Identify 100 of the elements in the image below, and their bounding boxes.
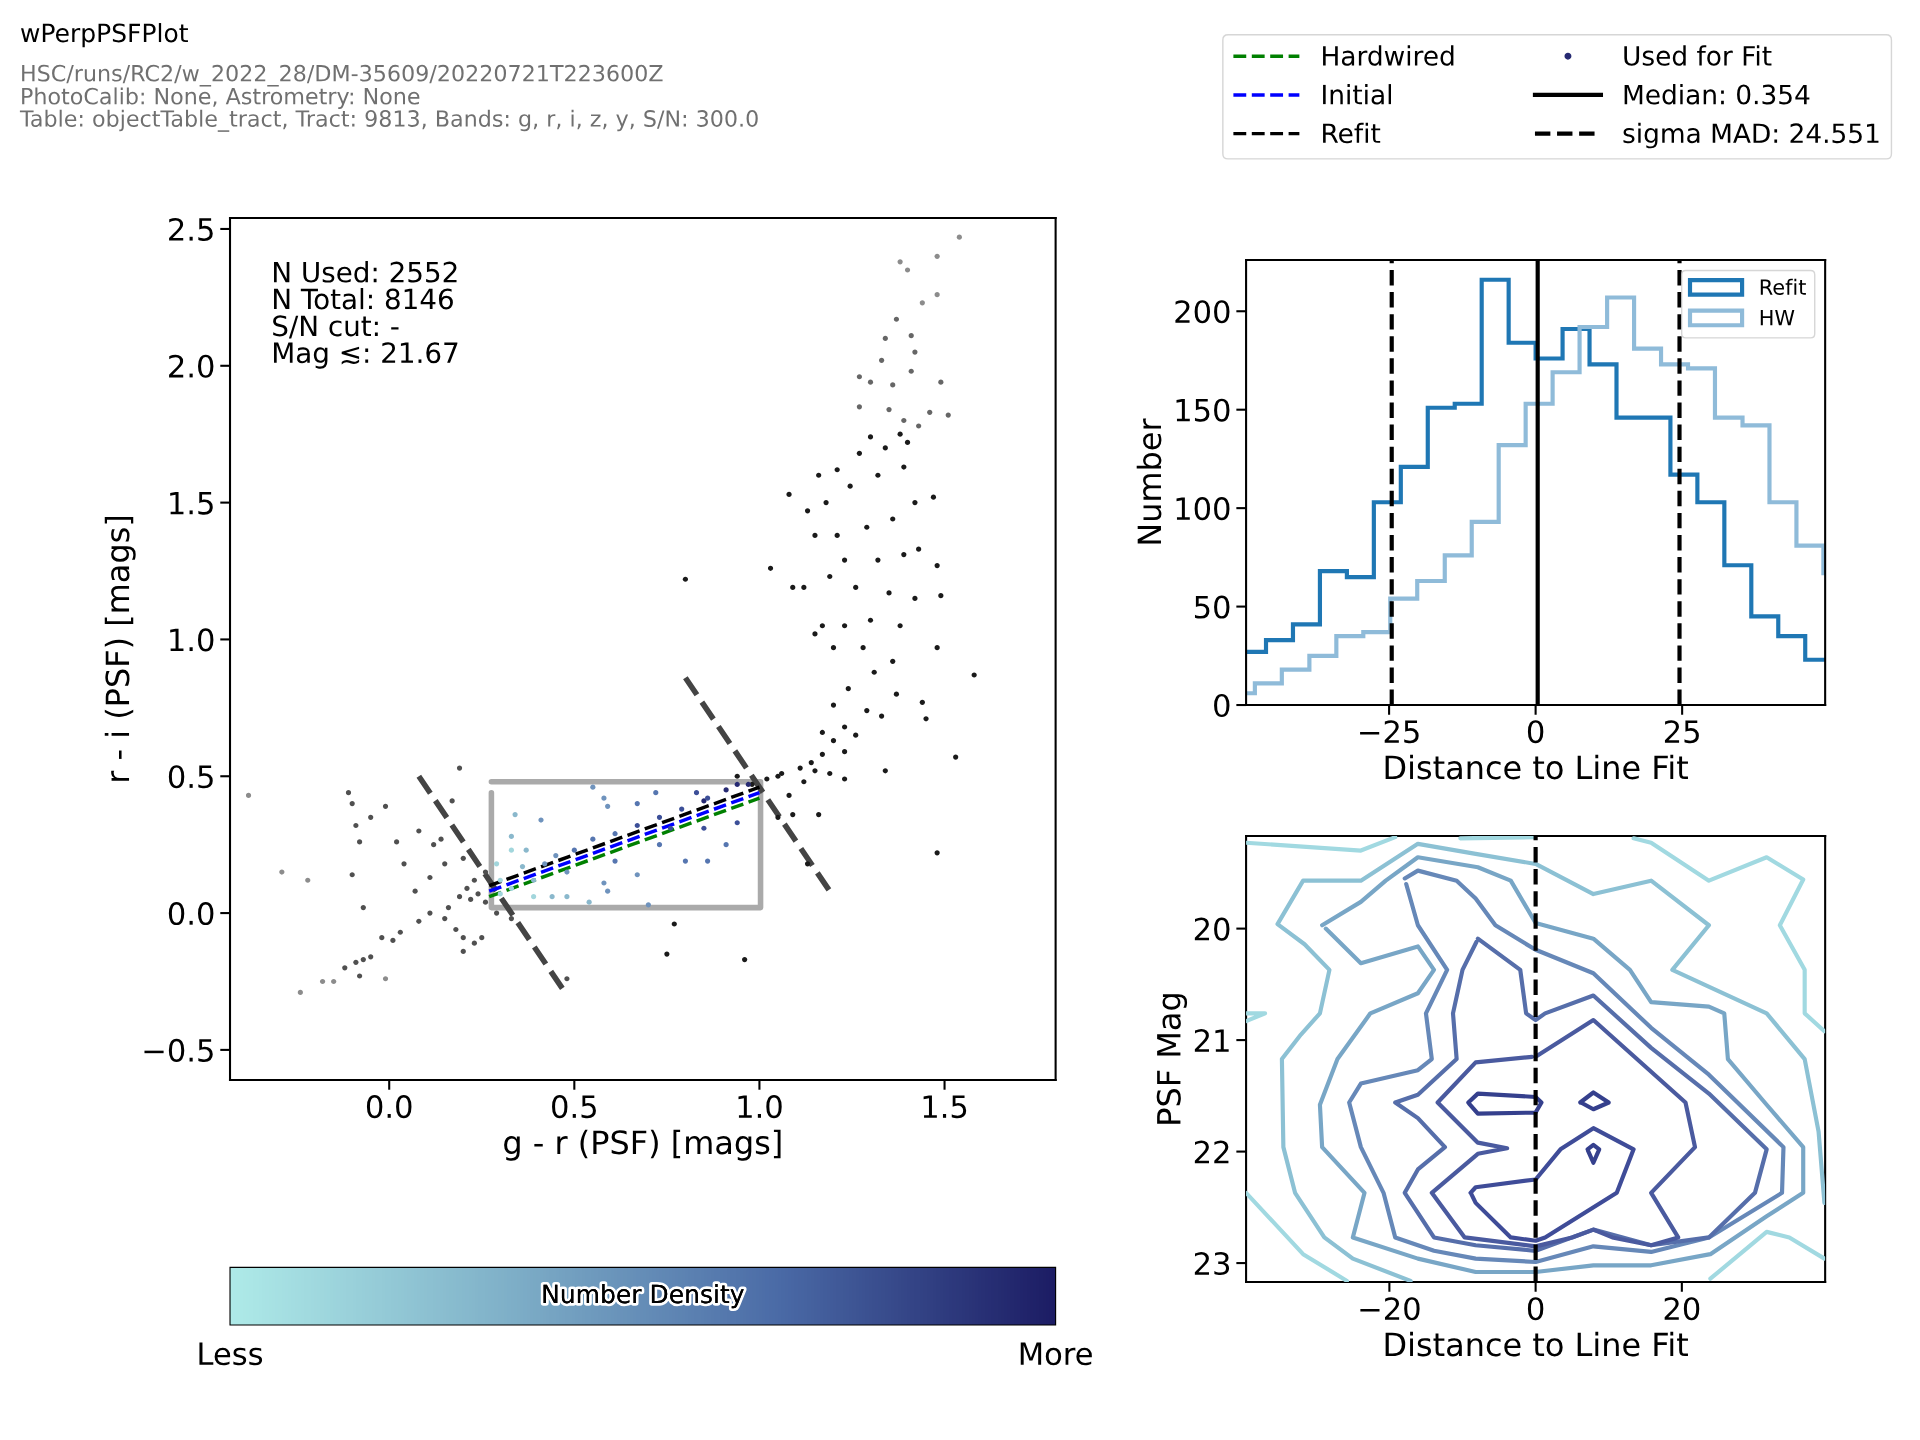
point (653, 790, 659, 796)
point (449, 798, 455, 804)
y-tick-label: 100 (1176, 497, 1230, 521)
point (438, 836, 444, 842)
point (542, 861, 548, 867)
y-tick-label: 1.5 (170, 491, 213, 515)
point (945, 412, 951, 418)
y-tick-label: 22 (1194, 1140, 1229, 1164)
y-tick-label: −0.5 (144, 1038, 213, 1062)
point (701, 825, 707, 831)
point (916, 423, 922, 429)
x-axis-title: Distance to Line Fit (1385, 754, 1688, 780)
point (453, 926, 459, 933)
legend-label: sigma MAD: 24.551 (1623, 122, 1879, 149)
legend-label: HW (1760, 310, 1795, 326)
point (427, 874, 433, 881)
point (390, 937, 396, 944)
point (353, 822, 359, 829)
point (442, 861, 448, 867)
point (519, 863, 526, 870)
line-series (1347, 868, 1786, 1265)
point (867, 379, 874, 385)
x-tick-label: 0.5 (552, 1095, 596, 1119)
line-series (1275, 841, 1826, 1283)
color-bar-title: Number Density (543, 1284, 744, 1309)
y-tick-label: 200 (1175, 300, 1230, 324)
point (634, 872, 640, 878)
point (612, 831, 618, 837)
y-tick-label: 0 (1214, 693, 1230, 718)
point (590, 836, 596, 842)
point (879, 357, 885, 363)
x-tick-label: 0 (1527, 1297, 1544, 1321)
point (497, 891, 503, 897)
point (427, 910, 433, 916)
point (349, 872, 355, 878)
point (379, 935, 385, 941)
line-series (1708, 1229, 1826, 1281)
line-series (1393, 936, 1769, 1253)
point (701, 798, 707, 804)
x-axis-title: g - r (PSF) [mags] (504, 1129, 781, 1161)
point (482, 869, 489, 875)
point (634, 822, 640, 829)
point (890, 382, 896, 388)
line-series (1631, 836, 1826, 1034)
x-tick-label: −25 (1360, 720, 1419, 744)
x-tick-label: 20 (1664, 1297, 1700, 1321)
y-tick-label: 50 (1194, 595, 1230, 619)
point (723, 787, 729, 793)
point (456, 894, 463, 900)
point (938, 379, 944, 385)
point (416, 828, 422, 834)
point (497, 877, 503, 883)
point (693, 790, 700, 796)
point (475, 891, 481, 897)
line-series (1429, 1017, 1698, 1249)
point (549, 894, 555, 900)
point (645, 902, 651, 908)
point (360, 905, 366, 911)
legend-label: Initial (1323, 84, 1392, 105)
point (512, 811, 518, 818)
point (460, 855, 466, 861)
point (601, 880, 607, 886)
point (612, 858, 618, 864)
point (904, 267, 911, 273)
point (590, 784, 596, 790)
point (305, 877, 311, 883)
point (416, 918, 422, 924)
point (745, 781, 751, 788)
point (471, 877, 477, 883)
point (901, 417, 907, 424)
point (564, 894, 570, 900)
line-series (1466, 1091, 1544, 1116)
y-tick-label: 0.0 (168, 902, 214, 926)
color-bar-label: More (1020, 1342, 1092, 1366)
point (412, 888, 418, 894)
legend-label: Used for Fit (1624, 45, 1772, 66)
point (897, 259, 903, 265)
point (397, 929, 403, 935)
point (886, 406, 892, 413)
x-tick-label: 1.0 (738, 1095, 782, 1119)
point (245, 792, 252, 799)
point (368, 814, 374, 820)
legend-label: Refit (1323, 122, 1381, 144)
point (667, 825, 674, 831)
line-series (1317, 855, 1806, 1275)
point (656, 814, 663, 820)
point (349, 801, 355, 807)
point (934, 253, 940, 259)
point (927, 409, 933, 415)
point (342, 965, 348, 971)
point (464, 885, 470, 892)
point (656, 842, 663, 848)
point (919, 300, 925, 306)
color-bar-label: Less (199, 1342, 263, 1366)
point (471, 940, 477, 946)
point (605, 888, 611, 894)
point (571, 847, 577, 853)
point (679, 806, 685, 812)
x-axis-title: Distance to Line Fit (1385, 1331, 1688, 1357)
point (586, 899, 592, 905)
